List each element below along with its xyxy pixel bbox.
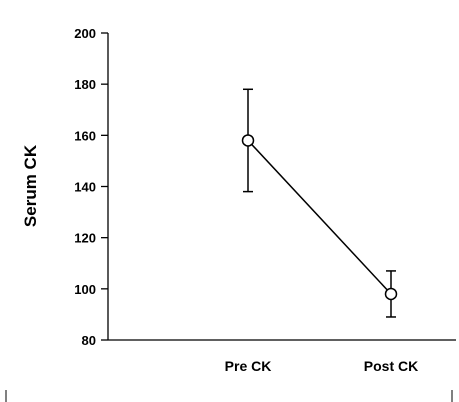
data-point (241, 134, 255, 147)
x-tick-label: Post CK (364, 358, 418, 374)
y-tick-label: 200 (74, 26, 96, 41)
series-layer (241, 88, 398, 318)
x-tick-label: Pre CK (225, 358, 272, 374)
y-tick-label: 80 (82, 333, 96, 348)
y-tick-label: 100 (74, 282, 96, 297)
x-labels: Pre CK Post CK (225, 358, 419, 374)
y-tick-label: 120 (74, 231, 96, 246)
y-tick-label: 140 (74, 180, 96, 195)
y-axis-title: Serum CK (21, 144, 40, 227)
data-point (384, 287, 398, 301)
y-tick-label: 180 (74, 77, 96, 92)
series-line (247, 139, 392, 295)
y-tick-label: 160 (74, 128, 96, 143)
y-ticks: 80 100 120 140 160 180 200 (74, 26, 108, 348)
